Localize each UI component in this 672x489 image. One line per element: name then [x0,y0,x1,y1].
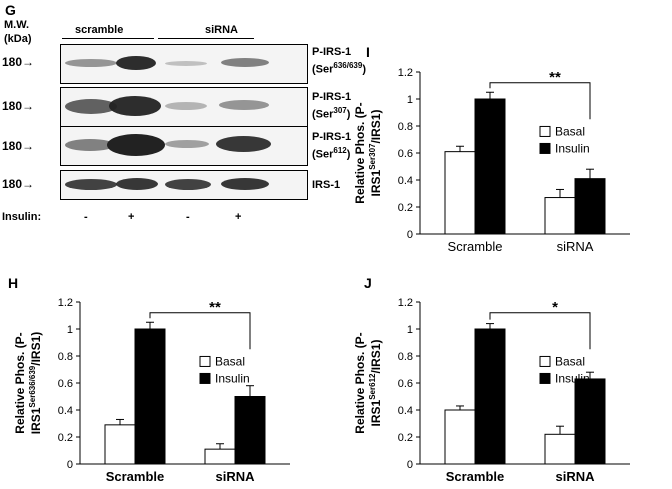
insulin-mark-4: + [235,211,242,223]
significance-bracket [149,312,251,350]
x-category-label: siRNA [215,469,255,484]
bar-basal-scramble [104,424,136,465]
y-axis-label-line1: Relative Phos. (P- [353,102,367,203]
y-tick-label: 0.6 [398,148,413,160]
legend-swatch-basal [199,355,211,367]
blot-row-4 [60,170,308,200]
y-axis-label-line2: IRS1Ser612/IRS1) [368,340,383,427]
blot-row-2 [60,87,308,127]
bar-insulin-sirna [574,178,606,235]
y-axis-label-line2: IRS1Ser636/639/IRS1) [28,332,43,435]
bar-insulin-sirna [234,396,266,465]
group-label-sirna: siRNA [205,24,239,36]
legend-label-basal: Basal [555,124,585,138]
blot-label-row-1: P-IRS-1 (Ser636/639) [312,46,366,76]
panel-letter-g: G [5,2,16,18]
x-category-label: Scramble [448,239,503,254]
chart-panel-h: 0 0.2 0.4 0.6 0.8 1 1.2 Relative Phos. (P- IRS1S… [13,297,290,484]
y-tick-label: 0.4 [58,405,73,417]
insulin-label: Insulin: [2,211,42,223]
bar-insulin-scramble [134,328,166,465]
y-tick-label: 0.8 [398,351,413,363]
y-tick-label: 0.6 [398,378,413,390]
legend-label-basal: Basal [555,354,585,368]
legend-label-insulin: Insulin [555,141,590,155]
y-tick-label: 0.4 [398,175,413,187]
significance-label: ** [209,299,221,316]
panel-letter-i: I [366,44,370,60]
significance-label: ** [549,69,561,86]
bar-insulin-scramble [474,328,506,465]
bar-basal-sirna [544,197,576,235]
y-tick-label: 0.2 [398,202,413,214]
y-tick-label: 1 [407,94,413,106]
bar-basal-scramble [444,151,476,235]
panel-letter-h: H [8,275,19,291]
legend-label-insulin: Insulin [555,371,590,385]
mw-label-line2: (kDa) [4,33,32,45]
y-tick-label: 1 [407,324,413,336]
legend-swatch-basal [539,125,551,137]
y-tick-label: 1 [67,324,73,336]
x-category-label: siRNA [555,469,595,484]
insulin-mark-1: - [84,211,88,223]
legend-label-basal: Basal [215,354,245,368]
group-label-scramble: scramble [75,24,124,36]
y-tick-label: 0.8 [58,351,73,363]
legend-swatch-insulin [199,372,211,384]
sirna-group-line [158,38,254,39]
y-tick-label: 0.6 [58,378,73,390]
mw-marker-row-3: 180→ [2,139,35,153]
scramble-group-line [62,38,154,39]
x-category-label: Scramble [106,469,165,484]
legend-swatch-insulin [539,372,551,384]
mw-marker-row-1: 180→ [2,55,35,69]
insulin-mark-3: - [186,211,190,223]
insulin-mark-2: + [128,211,135,223]
legend-swatch-insulin [539,142,551,154]
y-axis-label-line1: Relative Phos. (P- [13,332,27,433]
blot-label-row-2: P-IRS-1 (Ser307) [312,91,352,121]
legend-swatch-basal [539,355,551,367]
significance-bracket [489,82,591,120]
significance-label: * [552,299,558,316]
bar-insulin-sirna [574,378,606,465]
chart-panel-i: 0 0.2 0.4 0.6 0.8 1 1.2 Relative Phos. (P- IRS1S… [353,67,630,254]
x-category-label: siRNA [557,239,594,254]
bar-insulin-scramble [474,98,506,235]
chart-panel-j: 0 0.2 0.4 0.6 0.8 1 1.2 Relative Phos. (P- IRS1S… [353,297,630,484]
blot-label-row-3: P-IRS-1 (Ser612) [312,131,352,161]
panel-letter-j: J [364,275,372,291]
y-tick-label: 0 [67,459,73,471]
y-tick-label: 0.2 [398,432,413,444]
bar-basal-sirna [544,433,576,465]
y-tick-label: 1.2 [58,297,73,309]
y-tick-label: 0.2 [58,432,73,444]
significance-bracket [489,312,591,350]
y-tick-label: 0 [407,459,413,471]
blot-row-3 [60,126,308,166]
bar-basal-sirna [204,448,236,465]
y-axis-label-line1: Relative Phos. (P- [353,332,367,433]
mw-marker-row-4: 180→ [2,177,35,191]
x-category-label: Scramble [446,469,505,484]
mw-marker-row-2: 180→ [2,99,35,113]
y-tick-label: 1.2 [398,297,413,309]
blot-label-row-4: IRS-1 [312,179,341,191]
y-axis-label-line2: IRS1Ser307/IRS1) [368,110,383,197]
blot-row-1 [60,44,308,84]
legend-label-insulin: Insulin [215,371,250,385]
y-tick-label: 1.2 [398,67,413,79]
y-tick-label: 0.8 [398,121,413,133]
y-tick-label: 0.4 [398,405,413,417]
y-tick-label: 0 [407,229,413,241]
bar-basal-scramble [444,409,476,465]
mw-label-line1: M.W. [4,19,30,31]
